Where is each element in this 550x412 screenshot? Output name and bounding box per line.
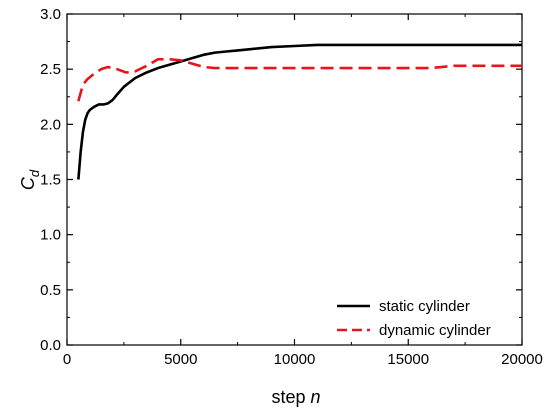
x-axis-title: step n [271, 387, 320, 407]
y-tick-label: 1.5 [40, 172, 61, 189]
y-tick-label: 3.0 [40, 6, 61, 23]
y-tick-label: 0.0 [40, 337, 61, 354]
y-axis-ticks: 0.0 0.5 1.0 1.5 2.0 2.5 3.0 [40, 6, 522, 354]
x-axis-ticks: 0 5000 10000 15000 20000 [63, 14, 543, 368]
x-tick-label: 20000 [501, 351, 543, 368]
y-axis-title-subscript: d [27, 169, 42, 177]
y-tick-label: 2.0 [40, 116, 61, 133]
series-layer [77, 43, 522, 180]
plot-frame [66, 13, 523, 346]
legend-label: dynamic cylinder [379, 322, 491, 339]
legend: static cylinder dynamic cylinder [337, 298, 491, 339]
y-tick-label: 1.0 [40, 227, 61, 244]
x-tick-label: 15000 [387, 351, 429, 368]
x-tick-label: 5000 [164, 351, 197, 368]
y-axis-title: Cd [18, 169, 42, 190]
x-tick-label: 10000 [274, 351, 316, 368]
x-tick-label: 0 [63, 351, 71, 368]
legend-label: static cylinder [379, 298, 470, 315]
plot-frame-group [66, 13, 523, 346]
series-line-dynamic-cylinder [77, 57, 522, 102]
y-tick-label: 2.5 [40, 61, 61, 78]
x-axis-title-main: step [271, 387, 310, 407]
x-axis-title-italic: n [311, 387, 321, 407]
series-line-static-cylinder [77, 43, 522, 180]
y-tick-label: 0.5 [40, 282, 61, 299]
y-axis-title-main: C [18, 176, 38, 190]
